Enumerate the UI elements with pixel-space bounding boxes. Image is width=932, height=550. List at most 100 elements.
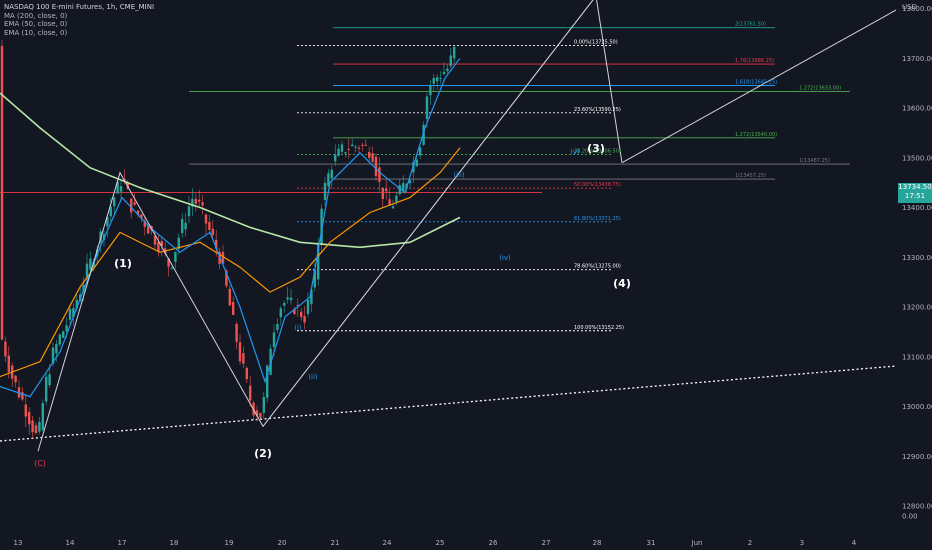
candle-body: [14, 375, 17, 383]
candle-body: [266, 365, 269, 398]
candle-body: [55, 344, 58, 354]
candle-body: [215, 239, 218, 249]
candle-body: [140, 214, 143, 219]
wave-label: (C): [34, 459, 46, 468]
time-tick-label: 2: [748, 539, 752, 547]
candle-body: [191, 198, 194, 207]
price-tick-label: 13500.00: [902, 154, 932, 162]
price-tick-label: 13200.00: [902, 304, 932, 312]
candle-body: [432, 77, 435, 84]
candle-body: [65, 325, 68, 332]
candle-body: [337, 148, 340, 156]
price-tick-label: 12900.00: [902, 453, 932, 461]
candle-body: [72, 308, 75, 317]
candle-body: [422, 124, 425, 145]
retracement-label: 38.20%(13506.50): [574, 149, 621, 155]
price-tick-label: 12800.00: [902, 503, 932, 511]
wave-label: (v): [570, 148, 580, 156]
extension-inner-label: 2(13761.50): [735, 22, 766, 28]
legend-ema10[interactable]: EMA (10, close, 0): [4, 28, 68, 37]
candle-body: [68, 309, 72, 320]
candle-body: [306, 299, 310, 315]
candle-body: [398, 185, 401, 195]
candle-body: [235, 323, 238, 342]
candle-body: [425, 96, 429, 119]
chart-legend: NASDAQ 100 E-mini Futures, 1h, CME_MINI …: [4, 3, 154, 37]
time-tick-label: 13: [14, 539, 23, 547]
symbol-title[interactable]: NASDAQ 100 E-mini Futures, 1h, CME_MINI: [4, 3, 155, 11]
candle-body: [85, 263, 89, 277]
candle-body: [439, 77, 442, 79]
candle-body: [242, 353, 245, 364]
extension-outer-label: 1.272(13633.00): [799, 86, 841, 92]
time-tick-label: 25: [436, 539, 445, 547]
candle-body: [82, 284, 85, 292]
elliott-wave-path: [37, 0, 623, 452]
retracement-label: 78.60%(13275.00): [574, 264, 621, 270]
candle-body: [116, 181, 119, 194]
candle-body: [48, 374, 51, 386]
moving-average-line: [0, 147, 461, 378]
candle-body: [7, 355, 10, 373]
candle-body: [204, 214, 208, 224]
candle-body: [221, 251, 225, 264]
last-price-value: 13734.50: [898, 183, 932, 191]
wave-label: (2): [254, 447, 272, 460]
bar-countdown: 17:51: [904, 192, 926, 200]
candle-body: [89, 258, 92, 270]
candle-body: [249, 385, 252, 401]
candle-body: [187, 206, 191, 217]
retracement-label: 50.00%(13438.75): [574, 182, 621, 188]
candle-body: [167, 258, 170, 267]
wave-label: (3): [587, 142, 605, 155]
candle-body: [34, 425, 38, 433]
candle-body: [374, 156, 378, 177]
candle-body: [201, 202, 204, 206]
candle-body: [300, 311, 303, 318]
candle-body: [272, 332, 276, 347]
time-axis-bg[interactable]: [0, 532, 932, 550]
price-tick-label: 13100.00: [902, 353, 932, 361]
price-tick-label: 13000.00: [902, 403, 932, 411]
candle-body: [259, 412, 262, 418]
price-axis-bg[interactable]: [896, 0, 932, 532]
wave-label: (iv): [499, 254, 511, 262]
wave-label: (1): [114, 257, 132, 270]
candle-body: [327, 173, 330, 187]
candle-body: [28, 411, 31, 425]
candle-body: [106, 216, 109, 227]
candle-body: [388, 199, 391, 206]
legend-ema50[interactable]: EMA (50, close, 0): [4, 20, 68, 28]
legend-ma200[interactable]: MA (200, close, 0): [4, 11, 68, 20]
moving-average-line: [0, 57, 461, 398]
candle-body: [429, 85, 432, 96]
retracement-label: 0.00%(13725.50): [574, 40, 618, 46]
candle-body: [75, 299, 78, 309]
price-tick-label: 0.00: [902, 513, 918, 521]
extension-inner-label: 1.272(13540.00): [735, 132, 777, 138]
time-tick-label: 18: [170, 539, 179, 547]
candle-body: [31, 420, 34, 433]
candle-body: [371, 153, 374, 162]
candle-body: [446, 68, 449, 72]
candle-body: [228, 288, 231, 306]
candle-body: [442, 71, 446, 75]
candle-body: [330, 169, 333, 179]
candle-body: [218, 251, 221, 265]
candle-body: [286, 297, 289, 300]
time-tick-label: 19: [225, 539, 234, 547]
candle-body: [133, 202, 136, 205]
candle-body: [402, 183, 405, 192]
candle-body: [198, 199, 201, 202]
candle-body: [283, 303, 286, 306]
time-tick-label: 27: [542, 539, 551, 547]
candle-body: [296, 304, 299, 306]
candle-body: [58, 334, 61, 345]
time-tick-label: 26: [489, 539, 498, 547]
candle-body: [160, 241, 163, 247]
candle-body: [4, 341, 7, 357]
candle-body: [41, 402, 44, 430]
candle-body: [361, 144, 364, 146]
candle-body: [38, 421, 41, 432]
